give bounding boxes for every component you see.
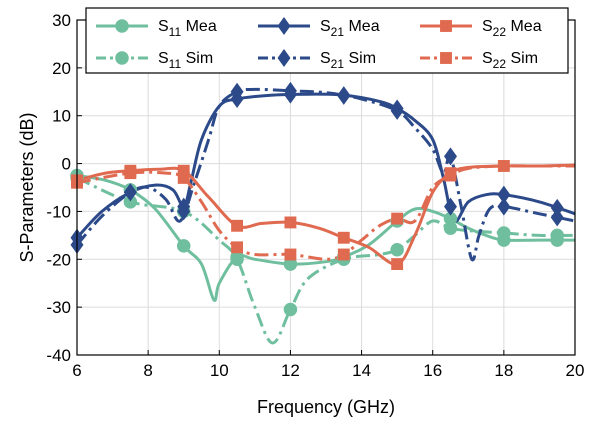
legend-label: S11 Sim [158,50,213,71]
x-tick-label: 6 [72,361,81,380]
s21-sim-marker [390,101,404,120]
x-tick-label: 18 [494,361,513,380]
s11-sim-marker [390,242,404,257]
s22-sim-marker [337,248,350,261]
legend-label: S21 Mea [320,18,380,39]
s22-sim-marker [231,241,244,254]
legend-label: S22 Mea [482,18,542,39]
s22-mea-marker [497,160,510,172]
s21-sim-marker [177,202,191,221]
s22-mea-marker [337,231,350,244]
x-tick-label: 14 [352,361,371,380]
y-tick-label: -40 [46,346,71,365]
x-tick-label: 10 [210,361,229,380]
x-tick-label: 16 [423,361,442,380]
s21-mea-line [77,92,575,239]
y-tick-label: -30 [46,298,71,317]
legend-swatch-marker [277,49,291,67]
s21-sim-marker [337,86,351,105]
s21-sim-line [77,87,575,262]
y-tick-label: -20 [46,250,71,269]
s21-sim-marker [283,81,297,100]
x-axis-title: Frequency (GHz) [257,397,395,417]
s22-sim-marker [177,171,190,184]
s22-mea-marker [177,164,190,177]
y-axis-title: S-Parameters (dB) [17,112,37,262]
y-tick-label: -10 [46,202,71,221]
s11-mea-marker [443,211,458,226]
legend-label: S21 Sim [320,50,376,71]
s11-sim-marker [230,252,244,267]
s22-mea-marker [284,216,297,229]
legend-label: S11 Mea [158,18,217,39]
ticks [76,19,576,356]
legend-swatch-marker [115,19,129,33]
s11-mea-marker [283,257,298,271]
s21-mea-marker [444,197,457,216]
y-tick-label: 20 [52,59,71,78]
legend-entry-s22-mea: S22 Mea [420,18,542,39]
plot-background [77,20,575,355]
legend-entry-s21-sim: S21 Sim [258,49,376,71]
x-tick-label: 12 [281,361,300,380]
tick-labels: 6 8 10 12 14 16 18 20 30 20 10 0 -10 -20 -30 -40 [46,11,584,380]
s11-mea-line [77,174,575,302]
y-tick-label: 0 [62,155,71,174]
s11-sim-marker [550,228,564,243]
s21-sim-marker [444,147,457,166]
s22-sim-marker [444,169,457,182]
s21-sim-marker [230,82,244,101]
s21-sim-marker [497,197,511,216]
s11-sim-marker [443,221,458,235]
legend-entry-s11-mea: S11 Mea [96,18,217,39]
legend-swatch-marker [440,52,452,64]
s11-sim-marker [497,226,511,240]
legend-swatch-marker [115,51,129,65]
legend-entry-s22-sim: S22 Sim [420,50,538,71]
marker-layer [70,81,564,317]
legend-swatch-marker [440,20,452,32]
s22-mea-marker [231,219,244,232]
y-tick-label: 30 [52,11,71,30]
s22-mea-marker [391,258,404,271]
y-tick-label: 10 [52,107,71,126]
s11-sim-marker [123,195,138,209]
s22-sim-marker [391,212,404,225]
x-tick-label: 20 [566,361,585,380]
legend-entry-s21-mea: S21 Mea [258,17,380,39]
s21-sim-marker [123,183,137,202]
s11-sim-marker [283,302,298,317]
s22-sim-marker [284,248,297,261]
legend-label: S22 Sim [482,50,538,71]
s21-sim-marker [550,208,564,227]
legend-swatch-marker [277,17,291,35]
legend-box [85,7,569,74]
legend: S11 Mea S21 Mea S22 Mea S11 Sim S21 Sim S22 S… [85,7,569,74]
s11-mea-marker [176,239,191,253]
s21-mea-marker [550,198,564,217]
x-tick-label: 8 [143,361,152,380]
s21-mea-marker [497,185,511,204]
legend-entry-s11-sim: S11 Sim [96,50,213,71]
s22-sim-marker [124,167,137,180]
